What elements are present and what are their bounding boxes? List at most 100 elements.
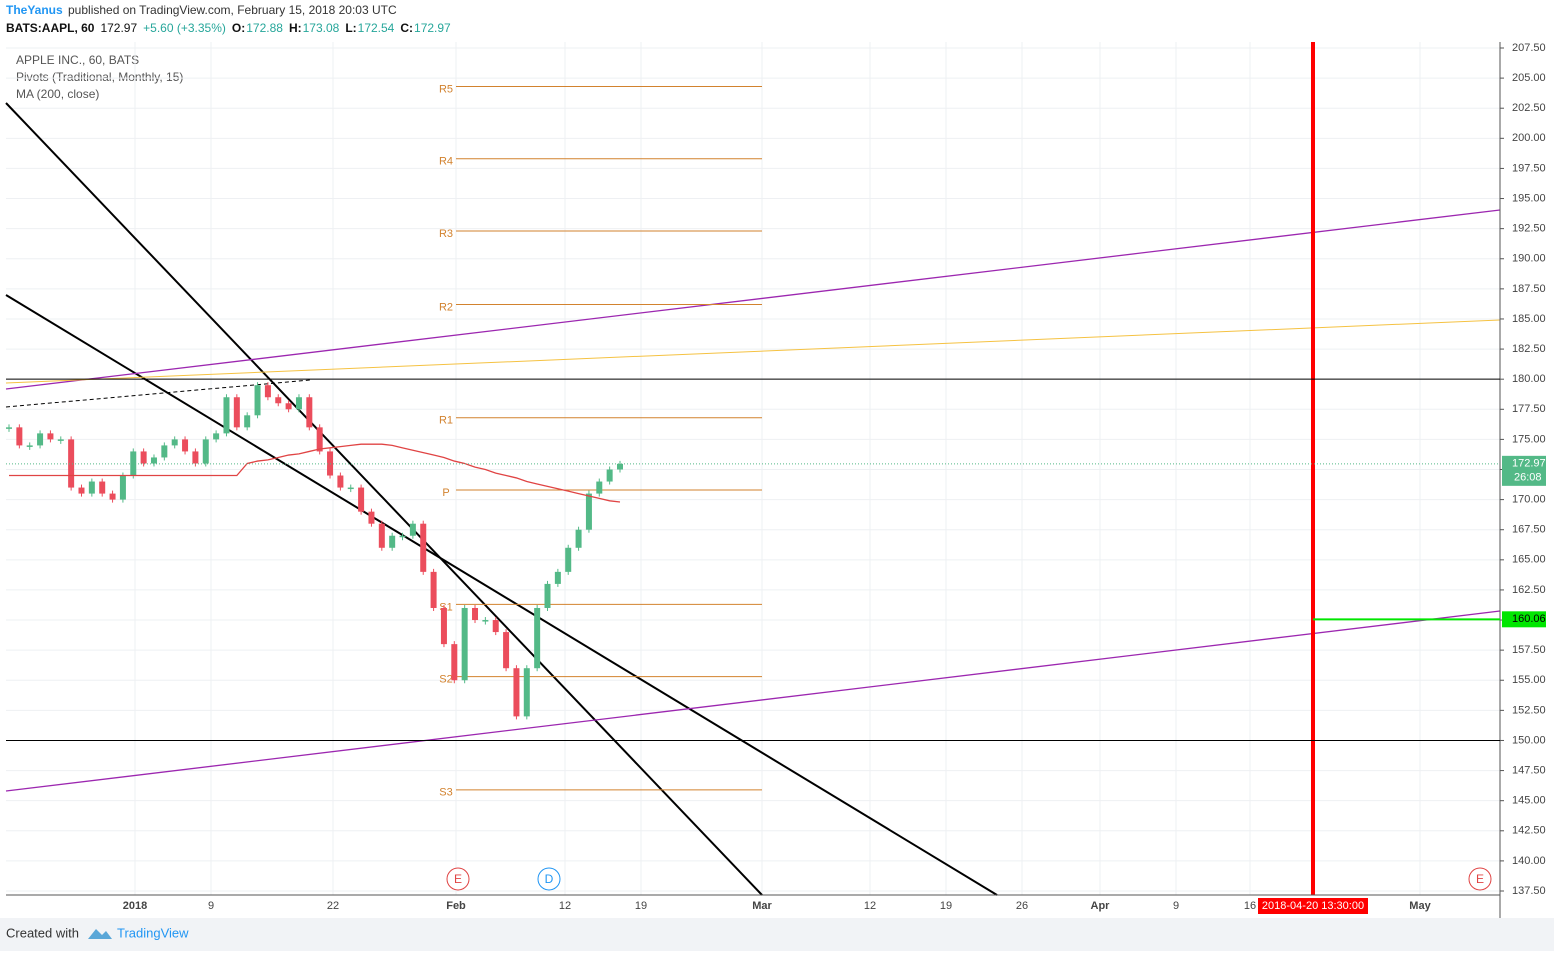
candle <box>26 445 33 447</box>
x-tick-label: Apr <box>1091 900 1111 912</box>
date-box <box>1258 898 1368 914</box>
x-tick-label: 9 <box>1173 900 1179 912</box>
candle <box>409 523 416 536</box>
pivot-label: P <box>442 487 449 499</box>
candle <box>554 571 561 584</box>
candle <box>617 463 623 470</box>
x-tick-label: Feb <box>446 900 466 912</box>
y-tick-label: 147.50 <box>1512 764 1546 776</box>
candle <box>182 439 189 452</box>
candle <box>306 397 313 428</box>
candle <box>192 451 199 464</box>
pivot-label: R4 <box>439 156 453 168</box>
y-tick-label: 142.50 <box>1512 825 1546 837</box>
candle <box>223 397 230 434</box>
y-tick-label: 180.00 <box>1512 373 1546 385</box>
x-tick-label: 12 <box>864 900 876 912</box>
candle <box>461 607 468 681</box>
candle <box>202 439 209 464</box>
candle <box>575 529 582 548</box>
candle <box>37 433 44 446</box>
pivot-label: R5 <box>439 83 453 95</box>
event-label: D <box>545 872 554 886</box>
candle <box>213 433 220 440</box>
y-tick-label: 137.50 <box>1512 885 1546 897</box>
candle <box>99 481 106 494</box>
candle <box>16 427 23 446</box>
target-date: 2018-04-20 13:30:00 <box>1262 900 1364 912</box>
candle <box>482 620 489 622</box>
candle <box>233 397 240 428</box>
candle <box>585 493 592 530</box>
candle <box>399 535 406 538</box>
countdown: 26:08 <box>1514 472 1542 484</box>
y-tick-label: 207.50 <box>1512 42 1546 54</box>
last-price-label: 172.97 <box>1512 458 1546 470</box>
y-tick-label: 150.00 <box>1512 734 1546 746</box>
pivot-label: R2 <box>439 301 453 313</box>
pivot-label: R3 <box>439 228 453 240</box>
x-tick-label: May <box>1409 900 1431 912</box>
candle <box>523 668 530 717</box>
event-label: E <box>454 872 462 886</box>
candle <box>244 415 251 428</box>
candle <box>534 607 541 669</box>
y-tick-label: 200.00 <box>1512 132 1546 144</box>
candle <box>544 583 551 608</box>
y-tick-label: 175.00 <box>1512 433 1546 445</box>
candle <box>472 607 479 621</box>
candle <box>451 644 458 681</box>
candle <box>378 523 385 548</box>
author[interactable]: TheYanus <box>6 3 63 17</box>
quote-close: 172.97 <box>414 21 451 35</box>
candle <box>358 487 365 512</box>
trend-line <box>5 610 1501 792</box>
pivot-label: S3 <box>439 787 452 799</box>
candle <box>161 445 168 458</box>
x-tick-label: 16 <box>1244 900 1256 912</box>
footer-created: Created with <box>6 925 79 940</box>
pivot-label: S2 <box>439 674 452 686</box>
candle <box>420 523 427 572</box>
event-label: E <box>1476 872 1484 886</box>
quote-last: 172.97 <box>100 21 137 35</box>
footer-brand[interactable]: TradingView <box>117 925 189 940</box>
quote-open-label: O: <box>232 21 245 35</box>
candle <box>254 385 261 416</box>
candle <box>596 481 603 494</box>
trend-line <box>5 319 1501 384</box>
last-price-box <box>1502 455 1546 486</box>
logo <box>88 929 112 939</box>
x-tick-label: 2018 <box>123 900 147 912</box>
ma-line <box>9 443 621 503</box>
candle <box>47 433 54 440</box>
y-tick-label: 145.00 <box>1512 795 1546 807</box>
candle <box>6 427 12 429</box>
y-tick-label: 165.00 <box>1512 554 1546 566</box>
quote-change: +5.60 (+3.35%) <box>143 21 226 35</box>
candle <box>275 397 282 404</box>
x-tick-label: 22 <box>327 900 339 912</box>
candle <box>150 457 157 464</box>
x-tick-label: 19 <box>940 900 952 912</box>
quote-low-label: L: <box>345 21 356 35</box>
quote-low: 172.54 <box>358 21 395 35</box>
x-tick-label: 19 <box>635 900 647 912</box>
pivot-label: R1 <box>439 415 453 427</box>
event-marker <box>537 867 561 891</box>
event-marker <box>1468 867 1492 891</box>
candle <box>606 469 613 482</box>
y-tick-label: 157.50 <box>1512 644 1546 656</box>
quote-high: 173.08 <box>303 21 340 35</box>
candle <box>316 427 323 452</box>
y-tick-label: 162.50 <box>1512 584 1546 596</box>
channel-line <box>5 294 998 896</box>
target-box <box>1502 611 1546 628</box>
y-tick-label: 155.00 <box>1512 674 1546 686</box>
quote-close-label: C: <box>400 21 413 35</box>
y-tick-label: 185.00 <box>1512 313 1546 325</box>
candle <box>513 668 520 717</box>
